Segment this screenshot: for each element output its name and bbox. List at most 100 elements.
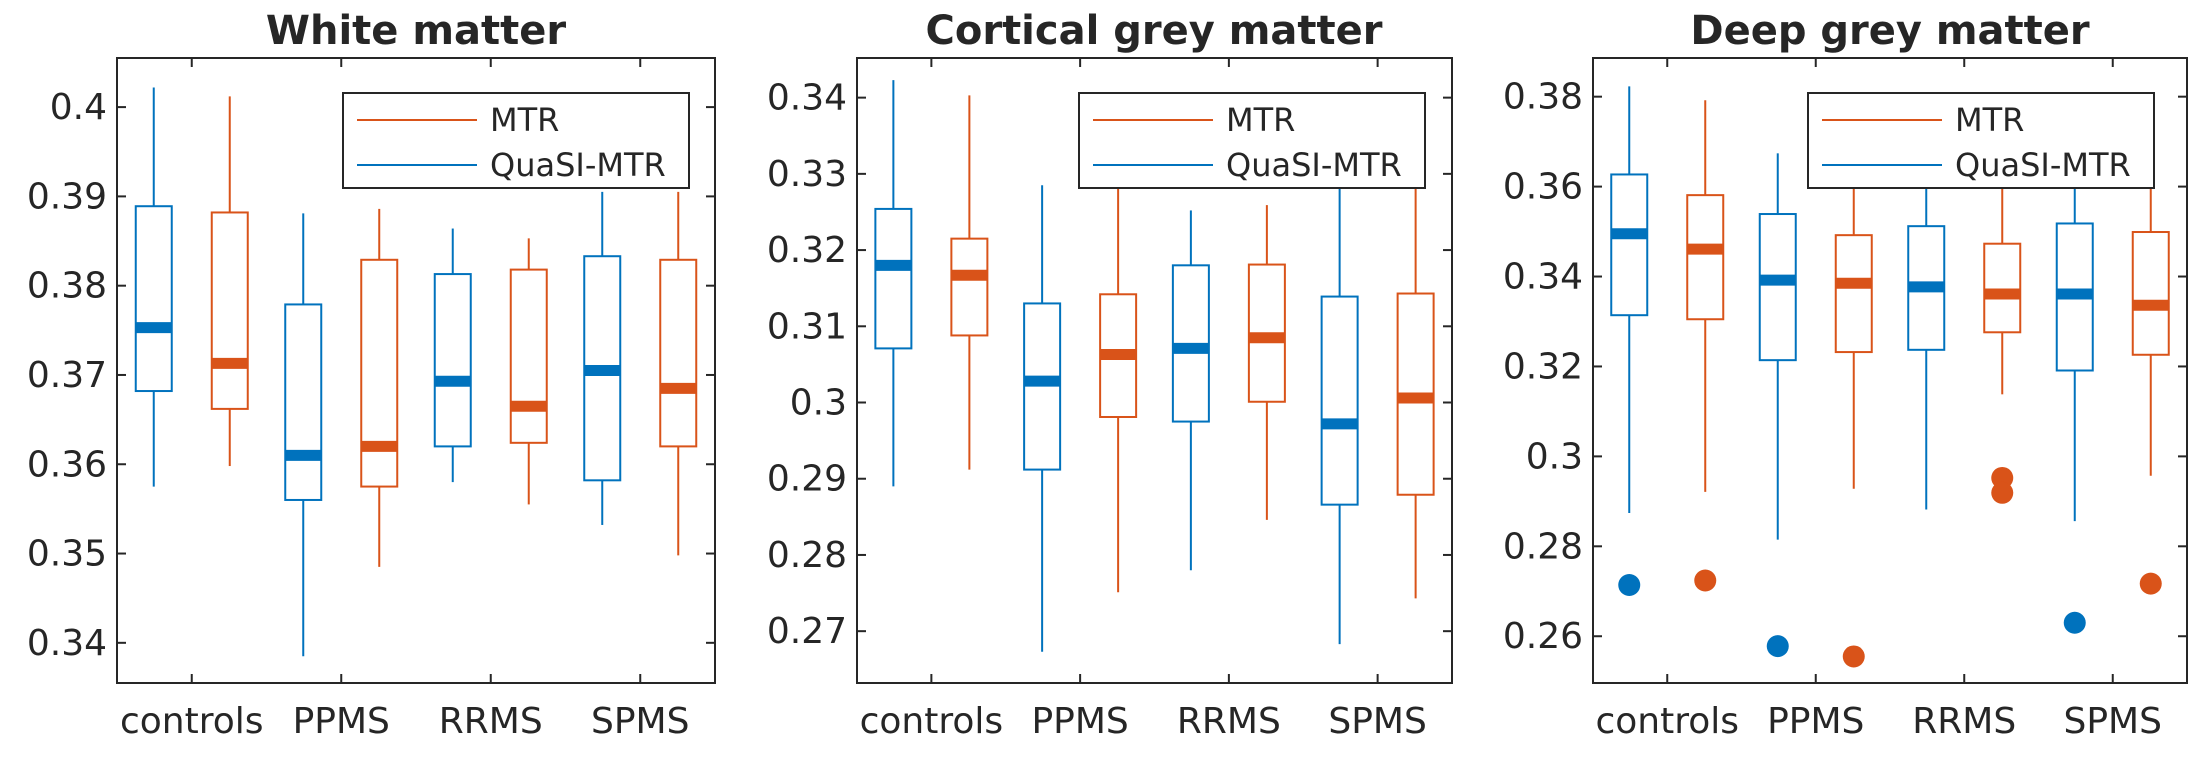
x-axis: controls PPMS RRMS SPMS [120,58,689,742]
legend-label-quasi-mtr: QuaSI-MTR [1955,146,2131,184]
y-tick-label: 0.34 [767,78,847,119]
x-tick-label: RRMS [1177,701,1281,742]
box-quasi-mtr [134,87,173,487]
box-iqr [433,273,472,448]
box-mtr [1099,183,1138,593]
y-tick-label: 0.4 [50,87,107,128]
x-tick-label: PPMS [1767,701,1864,742]
box-quasi-mtr [433,228,472,483]
outlier-point [1766,635,1789,658]
box-mtr [1983,186,2022,504]
legend: MTR QuaSI-MTR [342,92,690,189]
outlier-point [1694,569,1717,592]
y-axis: 0.26 0.28 0.3 0.32 0.34 0.36 0.38 [1503,77,2187,657]
y-tick-label: 0.32 [1503,346,1583,387]
box-iqr [2131,231,2170,356]
legend-label-mtr: MTR [1226,101,1295,139]
box-iqr [950,237,989,337]
x-tick-label: RRMS [1912,701,2016,742]
x-tick-label: controls [1595,701,1739,742]
x-tick-label: SPMS [2064,701,2162,742]
panel-deep-grey-matter: Deep grey matter 0.26 0.28 0.3 0.32 0.34 0.36… [1503,8,2188,742]
legend-box [1807,92,2155,189]
legend-label-quasi-mtr: QuaSI-MTR [1226,146,1402,184]
box-iqr [210,211,249,410]
legend-box [342,92,690,189]
box-iqr [874,207,913,350]
box-quasi-mtr [583,191,622,525]
box-mtr [509,238,548,505]
panel-white-matter: White matter 0.34 0.35 0.36 0.37 0.38 0.39 0.4… [27,8,716,742]
box-iqr [284,303,323,501]
box-mtr [2131,186,2170,595]
outlier-point [1618,573,1641,596]
y-tick-label: 0.34 [1503,257,1583,298]
box-quasi-mtr [284,213,323,657]
chart-title: White matter [266,8,567,54]
x-tick-label: RRMS [439,701,543,742]
box-iqr [1320,295,1359,506]
y-tick-label: 0.28 [767,535,847,576]
box-mtr [950,95,989,470]
chart-title: Deep grey matter [1690,8,2090,54]
y-axis: 0.27 0.28 0.29 0.3 0.31 0.32 0.33 0.34 [767,78,1452,652]
box-mtr [210,96,249,467]
x-tick-label: PPMS [1031,701,1128,742]
box-mtr [659,191,698,556]
outlier-point [1842,645,1865,668]
outlier-point [1991,481,2014,504]
box-groups [874,80,1435,652]
box-iqr [134,205,173,393]
box-quasi-mtr [1320,183,1359,645]
outlier-point [2063,611,2086,634]
box-mtr [1247,205,1286,520]
box-iqr [509,268,548,444]
y-tick-label: 0.29 [767,459,847,500]
y-tick-label: 0.31 [767,306,847,347]
y-tick-label: 0.38 [27,266,107,307]
box-quasi-mtr [874,80,913,487]
x-tick-label: controls [860,701,1004,742]
box-mtr [1834,186,1873,668]
box-mtr [1686,100,1725,592]
legend-label-mtr: MTR [490,101,559,139]
y-tick-label: 0.34 [27,623,107,664]
outlier-point [2139,572,2162,595]
y-tick-label: 0.3 [1526,436,1583,477]
legend-box [1078,92,1426,189]
box-quasi-mtr [1610,86,1649,596]
legend: MTR QuaSI-MTR [1078,92,1426,189]
x-tick-label: SPMS [591,701,689,742]
box-iqr [1834,234,1873,354]
y-tick-label: 0.37 [27,355,107,396]
legend-label-mtr: MTR [1955,101,2024,139]
panel-cortical-grey-matter: Cortical grey matter 0.27 0.28 0.29 0.3 0.31… [767,8,1453,742]
x-tick-label: SPMS [1328,701,1426,742]
y-tick-label: 0.38 [1503,77,1583,118]
y-tick-label: 0.35 [27,534,107,575]
x-tick-label: PPMS [293,701,390,742]
x-tick-label: controls [120,701,264,742]
legend-label-quasi-mtr: QuaSI-MTR [490,146,666,184]
y-tick-label: 0.36 [27,444,107,485]
box-iqr [1610,173,1649,317]
box-iqr [659,258,698,448]
y-tick-label: 0.39 [27,176,107,217]
box-iqr [1983,242,2022,334]
box-groups [1610,86,2170,668]
box-iqr [1758,213,1797,362]
y-tick-label: 0.3 [790,383,847,424]
y-tick-label: 0.32 [767,230,847,271]
y-tick-label: 0.26 [1503,616,1583,657]
box-quasi-mtr [1171,210,1210,571]
y-tick-label: 0.33 [767,154,847,195]
box-quasi-mtr [2055,186,2094,634]
box-groups [134,87,698,657]
legend: MTR QuaSI-MTR [1807,92,2155,189]
y-tick-label: 0.28 [1503,526,1583,567]
y-axis: 0.34 0.35 0.36 0.37 0.38 0.39 0.4 [27,87,715,664]
chart-title: Cortical grey matter [926,8,1383,54]
y-tick-label: 0.27 [767,611,847,652]
box-quasi-mtr [1758,153,1797,658]
